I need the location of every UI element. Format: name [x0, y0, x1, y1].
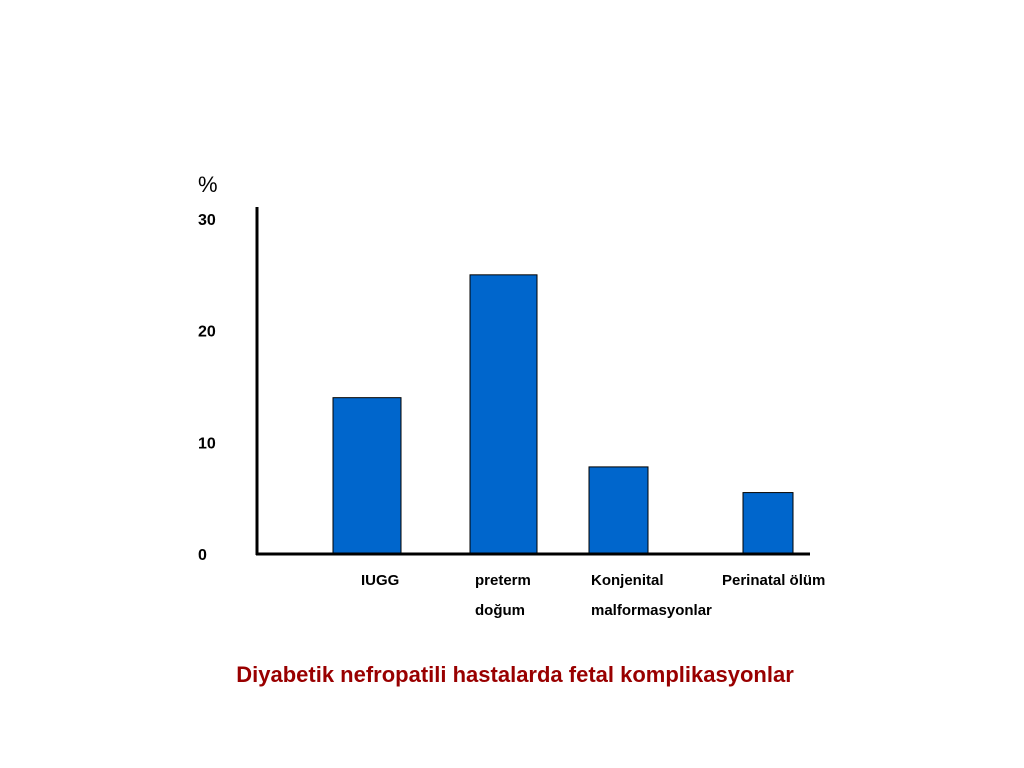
- y-tick-label: 20: [198, 324, 216, 341]
- category-label: Perinatal ölüm: [722, 572, 825, 589]
- bar: [469, 274, 538, 555]
- axes-layer: [255, 207, 810, 556]
- bar: [588, 466, 649, 555]
- y-tick-label: 30: [198, 212, 216, 229]
- category-label: preterm: [475, 572, 531, 589]
- category-label: Konjenital: [591, 572, 664, 589]
- chart-caption: Diyabetik nefropatili hastalarda fetal k…: [236, 662, 794, 687]
- bar: [332, 397, 402, 555]
- bars-layer: [332, 274, 794, 555]
- category-label: IUGG: [361, 572, 399, 589]
- y-tick-label: 0: [198, 547, 207, 564]
- category-label: malformasyonlar: [591, 602, 712, 619]
- bar: [742, 492, 794, 555]
- category-labels: IUGG preterm doğum Konjenital malformasyonla…: [361, 572, 825, 619]
- y-tick-label: 10: [198, 435, 216, 452]
- y-axis-unit-label: %: [198, 172, 218, 197]
- y-tick-labels: 0 10 20 30: [198, 212, 216, 564]
- category-label: doğum: [475, 602, 525, 619]
